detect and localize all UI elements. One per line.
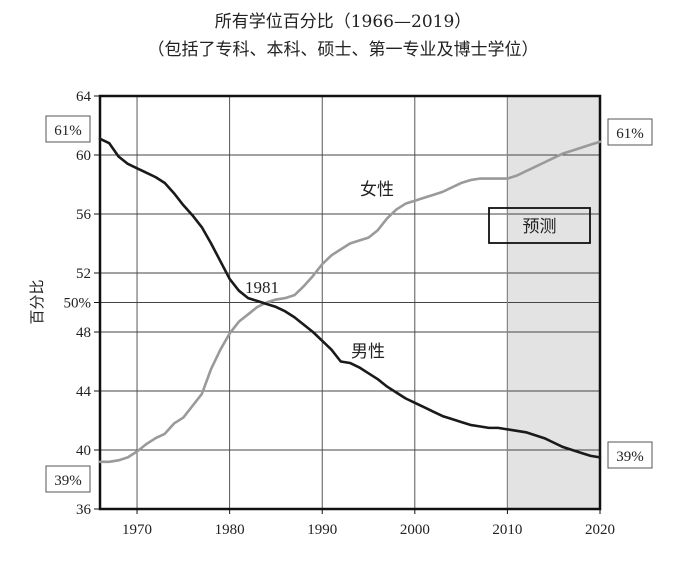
fifty-percent-label: 50% bbox=[64, 296, 92, 312]
start-female-value-label: 61% bbox=[54, 123, 82, 139]
grid bbox=[100, 96, 600, 509]
x-tick-label: 2020 bbox=[585, 522, 615, 538]
axis-ticks: 1970 1980 1990 2000 2010 2020 36 40 44 48 52 56 60 64… bbox=[64, 89, 616, 538]
male-series-line bbox=[98, 137, 602, 459]
end-female-value-label: 61% bbox=[616, 126, 644, 142]
y-tick-label: 60 bbox=[76, 148, 91, 164]
y-tick-label: 44 bbox=[76, 384, 92, 400]
start-female-value-label-box bbox=[45, 115, 91, 143]
forecast-label: 预测 bbox=[523, 217, 557, 237]
chart-title: 所有学位百分比（1966—2019） bbox=[215, 12, 472, 32]
y-tick-label: 40 bbox=[76, 443, 91, 459]
end-male-value-label: 39% bbox=[616, 449, 644, 465]
forecast-label-box bbox=[488, 207, 591, 244]
series-group bbox=[98, 137, 602, 464]
y-tick-label: 52 bbox=[76, 266, 91, 282]
chart-subtitle: （包括了专科、本科、硕士、第一专业及博士学位） bbox=[148, 40, 539, 60]
x-tick-label: 1990 bbox=[307, 522, 337, 538]
female-series-label: 女性 bbox=[360, 180, 394, 200]
x-tick-label: 1970 bbox=[122, 522, 152, 538]
female-series-line bbox=[98, 140, 602, 464]
start-male-value-label-box bbox=[45, 465, 91, 493]
y-tick-label: 48 bbox=[76, 325, 91, 341]
x-tick-label: 1980 bbox=[215, 522, 245, 538]
y-tick-label: 36 bbox=[76, 502, 92, 518]
y-axis-label: 百分比 bbox=[28, 279, 46, 324]
x-tick-label: 2000 bbox=[400, 522, 430, 538]
end-male-value-label-box bbox=[607, 441, 653, 469]
x-tick-label: 2010 bbox=[492, 522, 522, 538]
male-series-label: 男性 bbox=[351, 342, 385, 362]
start-male-value-label: 39% bbox=[54, 473, 82, 489]
end-female-value-label-box bbox=[607, 118, 653, 146]
crossover-year-label: 1981 bbox=[245, 278, 279, 297]
y-tick-label: 56 bbox=[76, 207, 92, 223]
y-tick-label: 64 bbox=[76, 89, 92, 105]
